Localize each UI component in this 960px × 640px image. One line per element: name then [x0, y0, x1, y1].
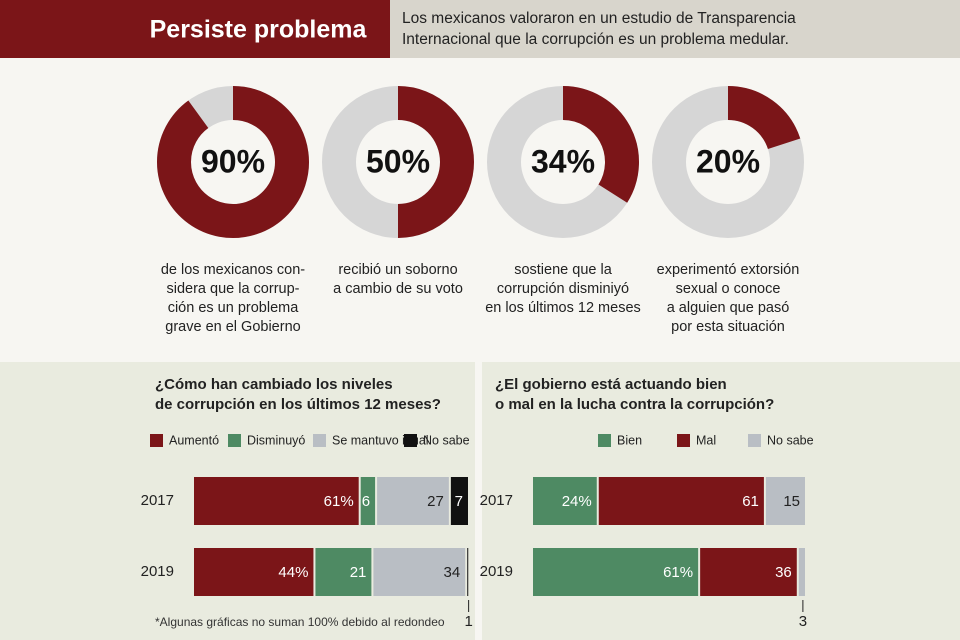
legend-swatch — [404, 434, 417, 447]
donut-caption: por esta situación — [671, 319, 785, 335]
legend-label: Bien — [617, 433, 642, 447]
header-title: Persiste problema — [150, 16, 368, 44]
bar-segment — [533, 548, 699, 596]
value-label: 7 — [455, 493, 463, 510]
bar-segment — [450, 477, 468, 525]
year-label: 2019 — [480, 563, 513, 580]
donut-label: 50% — [366, 143, 430, 179]
donut-caption: sidera que la corrup- — [167, 281, 300, 297]
donut-caption: en los últimos 12 meses — [485, 300, 641, 316]
donut-caption: experimentó extorsión — [657, 262, 800, 278]
chart-title: de corrupción en los últimos 12 meses? — [155, 396, 441, 413]
bar-segment — [194, 548, 314, 596]
donut-caption: recibió un soborno — [338, 262, 457, 278]
donut-caption: grave en el Gobierno — [165, 319, 300, 335]
chart-title: o mal en la lucha contra la corrupción? — [495, 396, 774, 413]
chart-title: ¿Cómo han cambiado los niveles — [155, 376, 393, 393]
year-label: 2017 — [141, 492, 174, 509]
legend-label: No sabe — [767, 433, 814, 447]
donut-caption: sostiene que la — [514, 262, 612, 278]
bar-segment — [360, 477, 376, 525]
donut-arc — [397, 86, 474, 238]
bar-segment — [315, 548, 372, 596]
legend-swatch — [598, 434, 611, 447]
value-label: 27 — [427, 493, 444, 510]
value-label: 24% — [562, 493, 592, 510]
legend-swatch — [748, 434, 761, 447]
header-subtitle: Los mexicanos valoraron en un estudio de… — [402, 10, 796, 27]
donut-label: 20% — [696, 143, 760, 179]
legend-label: Aumentó — [169, 433, 219, 447]
donut-caption: de los mexicanos con- — [161, 262, 305, 278]
value-label: 61% — [663, 564, 693, 581]
donut-label: 90% — [201, 143, 265, 179]
value-label: 1 — [464, 613, 472, 630]
year-label: 2017 — [480, 492, 513, 509]
value-label: 21 — [350, 564, 367, 581]
bar-segment — [798, 548, 805, 596]
bar-segment — [194, 477, 359, 525]
legend-swatch — [313, 434, 326, 447]
donut-caption: a alguien que pasó — [667, 300, 790, 316]
legend-swatch — [150, 434, 163, 447]
donut-arc — [157, 86, 309, 238]
donut-arc — [727, 86, 801, 150]
legend-label: No sabe — [423, 433, 470, 447]
donut-caption: a cambio de su voto — [333, 281, 463, 297]
donut-label: 34% — [531, 143, 595, 179]
bar-segment — [467, 548, 469, 596]
bar-segment — [373, 548, 466, 596]
header-subtitle: Internacional que la corrupción es un pr… — [402, 31, 789, 48]
value-label: 3 — [799, 613, 807, 630]
chart-title: ¿El gobierno está actuando bien — [495, 376, 727, 393]
bar-segment — [700, 548, 797, 596]
donut-caption: ción es un problema — [168, 300, 300, 316]
value-label: 36 — [775, 564, 792, 581]
legend-swatch — [677, 434, 690, 447]
value-label: 34 — [444, 564, 461, 581]
value-label: 15 — [783, 493, 800, 510]
bar-segment — [598, 477, 764, 525]
header-title-box — [0, 0, 390, 58]
bar-segment — [533, 477, 597, 525]
bar-segment — [765, 477, 805, 525]
value-label: 61 — [742, 493, 759, 510]
legend-label: Disminuyó — [247, 433, 305, 447]
value-label: 44% — [278, 564, 308, 581]
legend-swatch — [228, 434, 241, 447]
legend-label: Mal — [696, 433, 716, 447]
donut-caption: corrupción disminiyó — [497, 281, 629, 297]
donut-caption: sexual o conoce — [676, 281, 781, 297]
donut-arc — [562, 86, 639, 203]
bar-segment — [377, 477, 449, 525]
value-label: 6 — [362, 493, 370, 510]
footnote: *Algunas gráficas no suman 100% debido a… — [155, 615, 445, 629]
year-label: 2019 — [141, 563, 174, 580]
value-label: 61% — [324, 493, 354, 510]
